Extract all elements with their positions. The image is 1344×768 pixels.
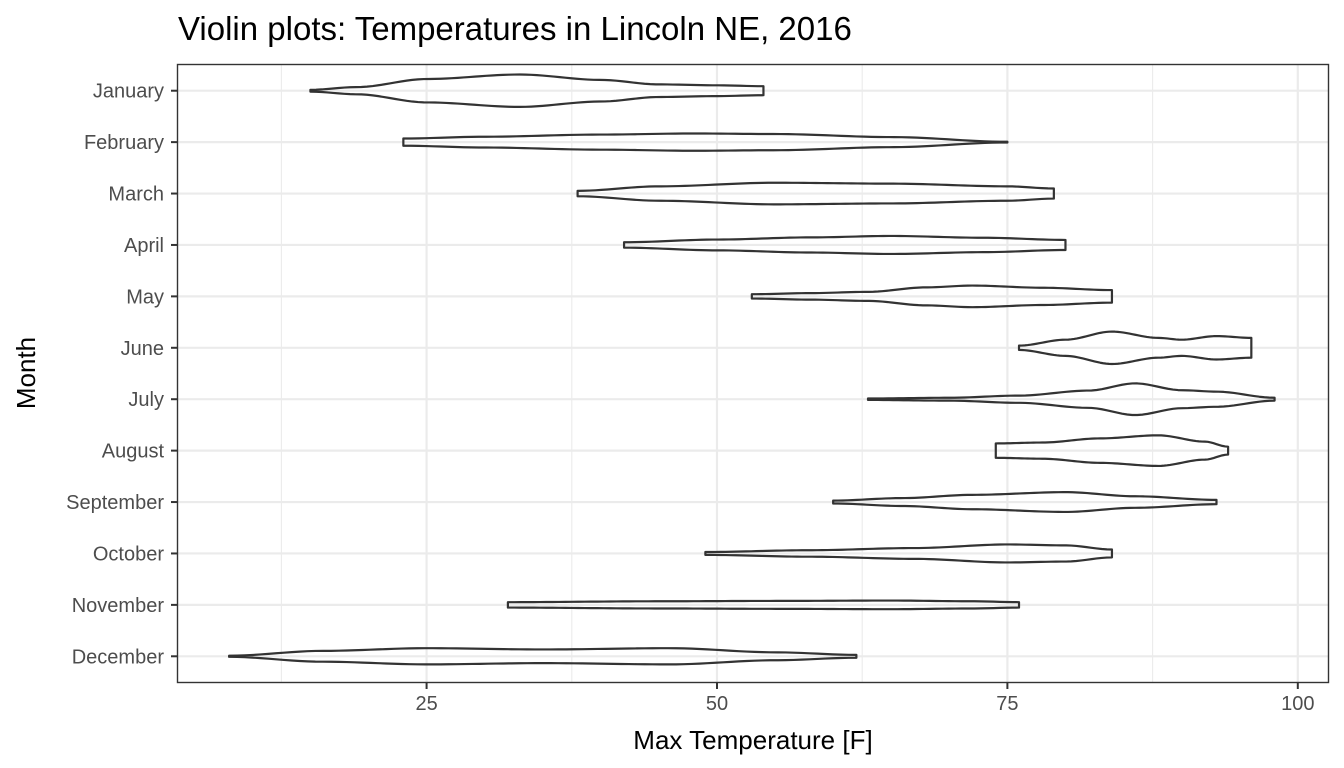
x-axis-label: Max Temperature [F] [633,725,872,755]
x-tick-label-75: 75 [996,693,1018,715]
violin-january [309,73,765,109]
x-tick-label-25: 25 [415,693,437,715]
violin-december [228,647,858,666]
chart-title: Violin plots: Temperatures in Lincoln NE… [178,10,852,47]
y-tick-label-march: March [108,184,164,206]
violin-november [506,599,1021,611]
y-tick-label-october: October [93,543,164,565]
violin-february [402,132,1009,152]
y-axis: January February March April May June July Augu… [66,81,178,668]
y-tick-label-june: June [121,338,164,360]
y-tick-label-may: May [126,286,164,308]
x-tick-label-100: 100 [1281,693,1314,715]
y-tick-label-december: December [72,646,165,668]
violin-april [622,234,1067,256]
y-axis-label: Month [11,337,41,409]
grid-lines [178,65,1328,682]
x-tick-label-50: 50 [706,693,728,715]
violin-october [704,543,1114,564]
panel-border [176,63,1330,684]
violin-june [1017,330,1253,366]
violin-august [994,434,1230,468]
violin-may [750,284,1114,309]
y-tick-label-july: July [128,389,164,411]
violins [228,73,1276,666]
x-axis: 25 50 75 100 [415,682,1314,715]
violin-september [832,491,1218,514]
y-tick-label-january: January [93,81,164,103]
y-tick-label-february: February [84,132,164,154]
violin-march [576,181,1055,206]
y-tick-label-november: November [72,595,165,617]
y-tick-label-april: April [124,235,164,257]
violin-july [866,382,1276,417]
y-tick-label-september: September [66,492,164,514]
y-tick-label-august: August [102,441,165,463]
